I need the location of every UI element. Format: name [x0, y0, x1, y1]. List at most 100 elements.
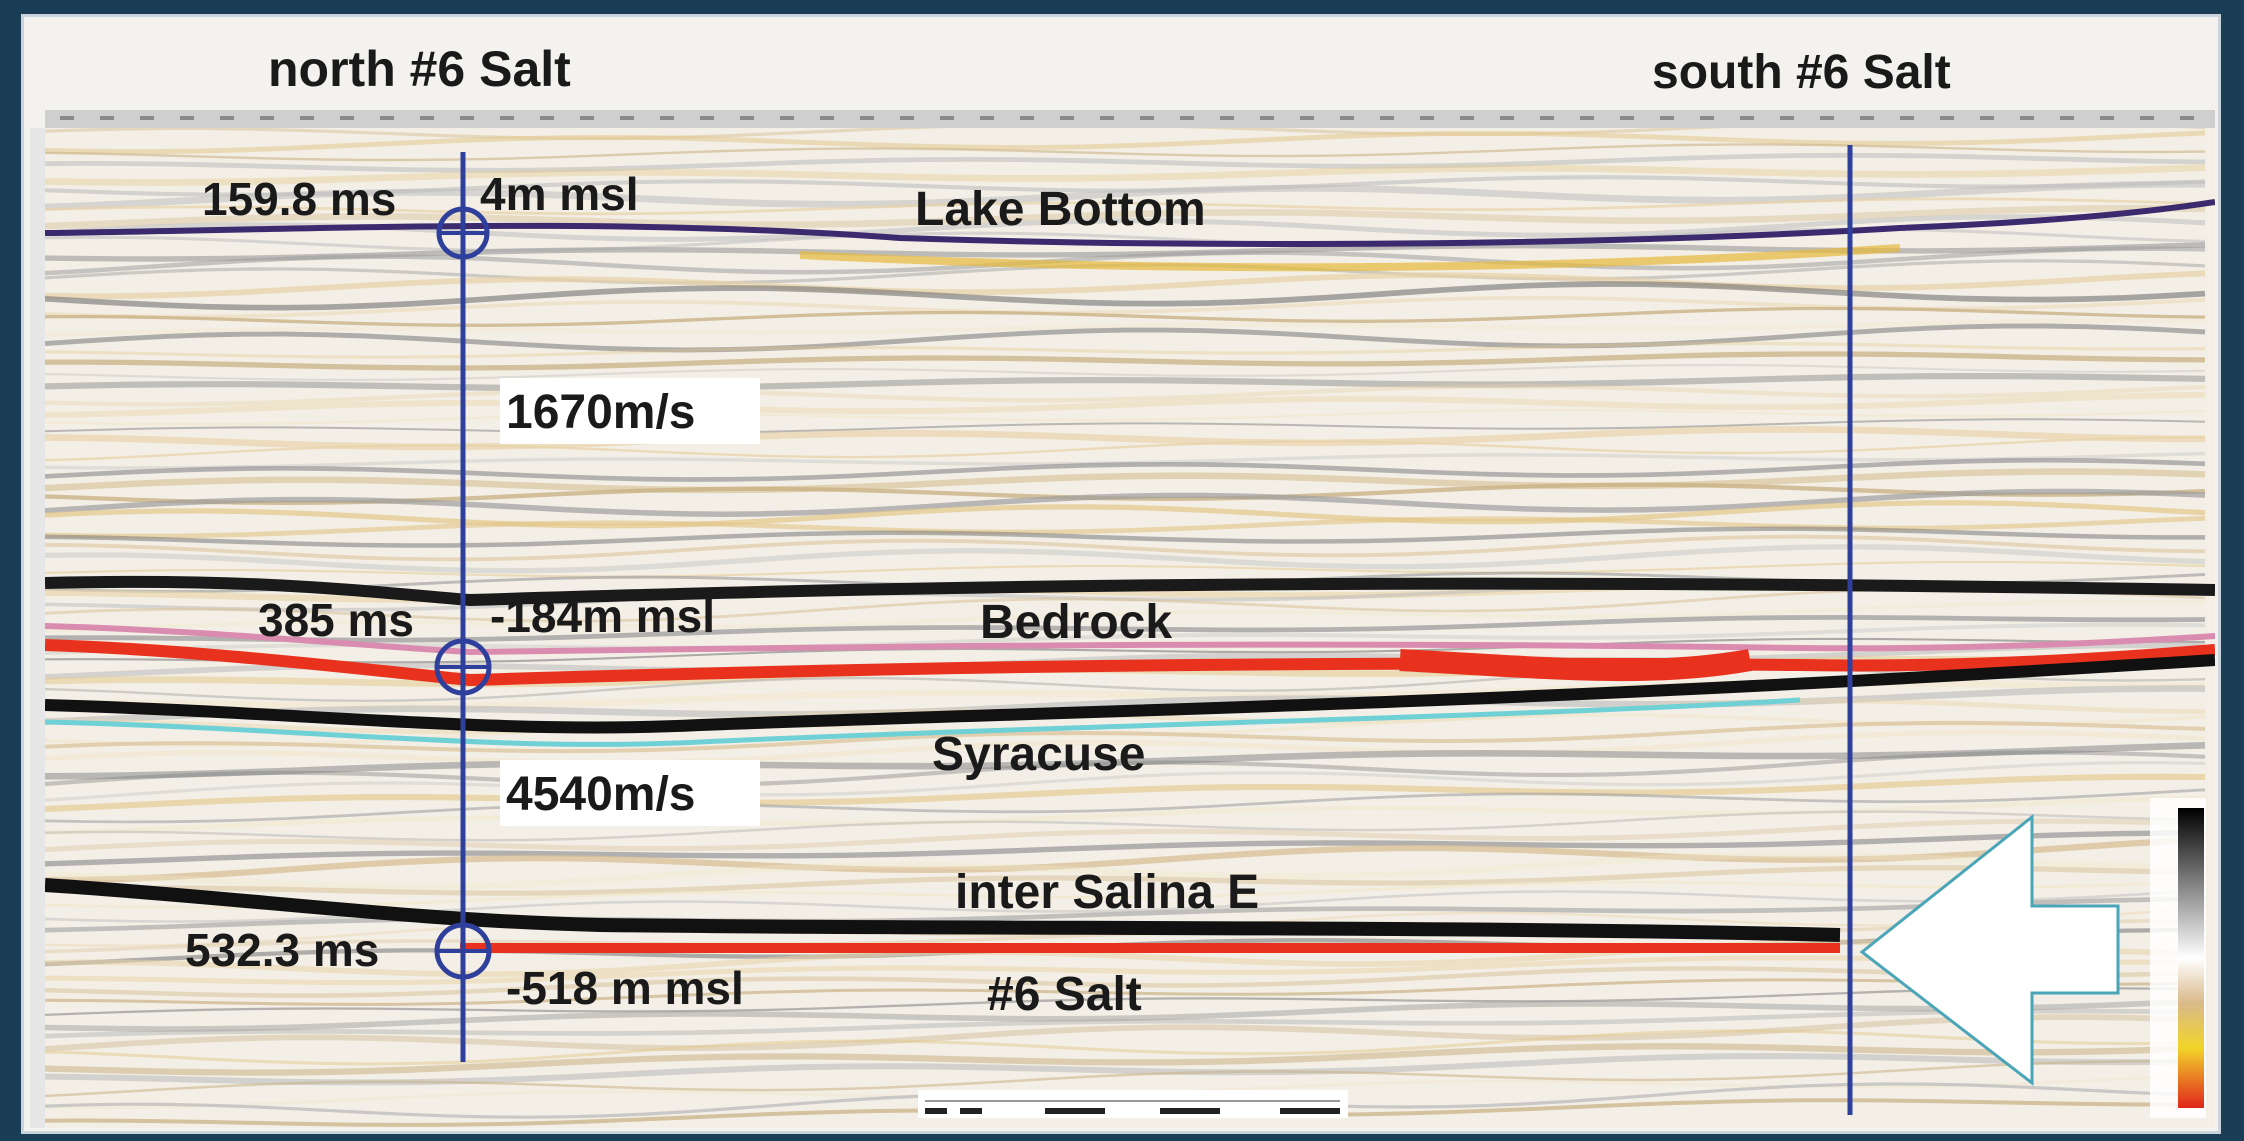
ruler-tick [2180, 116, 2194, 120]
pick-time-bedrock: 385 ms [258, 594, 414, 646]
horizon-syracuse [45, 697, 1801, 747]
reflection-trace [45, 534, 2206, 562]
horizon-label-syracuse: Syracuse [932, 728, 1146, 781]
reflection-trace [45, 795, 2206, 836]
ruler-tick [820, 116, 834, 120]
ruler-tick [620, 116, 634, 120]
ruler-tick [1340, 116, 1354, 120]
reflection-trace [45, 614, 2206, 643]
left-time-scale [30, 128, 45, 1128]
ruler-tick [1300, 116, 1314, 120]
ruler-tick [220, 116, 234, 120]
ruler-tick [1380, 116, 1394, 120]
reflection-trace [45, 600, 2206, 634]
ruler-tick [1940, 116, 1954, 120]
reflection-trace [45, 966, 2206, 998]
reflection-trace [45, 391, 2206, 418]
reflection-trace [45, 560, 2206, 578]
reflection-trace [45, 761, 2206, 802]
reflection-trace [45, 978, 2206, 1006]
reflection-trace [45, 685, 2205, 725]
reflection-trace [45, 197, 2206, 216]
reflection-trace [45, 1043, 2206, 1076]
reflection-trace [45, 281, 2206, 311]
ruler-tick [500, 116, 514, 120]
ruler-tick [1420, 116, 1434, 120]
reflection-trace [45, 341, 2206, 359]
ruler-tick [660, 116, 674, 120]
ruler-tick [2060, 116, 2074, 120]
ruler-tick [980, 116, 994, 120]
ruler-tick [140, 116, 154, 120]
reflection-trace [45, 323, 2206, 353]
well-marker-lake-bottom-icon [436, 206, 490, 260]
pick-depth-lake-bottom: 4m msl [480, 168, 639, 220]
reflection-trace [45, 363, 2206, 381]
reflection-trace [45, 128, 2205, 141]
ruler-tick [340, 116, 354, 120]
reflection-trace [45, 457, 2206, 482]
reflection-trace [45, 143, 2206, 162]
ruler-tick [1060, 116, 1074, 120]
amplitude-color-scale [2150, 798, 2206, 1118]
ruler-tick [740, 116, 754, 120]
reflection-trace [45, 939, 2206, 978]
ruler-tick [2140, 116, 2154, 120]
reflection-trace [45, 729, 2206, 766]
horizon-label-6-salt: #6 Salt [987, 968, 1142, 1021]
ruler-tick [1540, 116, 1554, 120]
ruler-tick [1260, 116, 1274, 120]
pick-time-6-salt: 532.3 ms [185, 924, 379, 976]
south-well-title: south #6 Salt [1652, 46, 1951, 99]
reflection-trace [45, 373, 2206, 392]
reflection-trace [45, 468, 2206, 494]
reflection-trace [45, 270, 2206, 300]
reflection-trace [45, 642, 2206, 680]
reflection-trace [45, 418, 2206, 434]
ruler-ticks [60, 116, 2194, 120]
reflection-trace [45, 865, 2206, 896]
reflection-trace [45, 351, 2206, 371]
reflection-trace [45, 773, 2206, 813]
reflection-trace [45, 880, 2206, 909]
horizon-label-lake-bottom: Lake Bottom [915, 183, 1206, 236]
reflection-trace [45, 987, 2206, 1017]
ruler-tick [860, 116, 874, 120]
well-marker-bedrock-icon [434, 638, 492, 696]
reflection-trace [45, 246, 2206, 276]
ruler-tick [1740, 116, 1754, 120]
ruler-tick [380, 116, 394, 120]
ruler-tick [1700, 116, 1714, 120]
reflection-trace [45, 526, 2205, 548]
reflection-trace [45, 500, 2206, 529]
reflection-trace [45, 851, 2206, 891]
ruler-tick [2020, 116, 2034, 120]
reflection-trace [45, 384, 2206, 407]
ruler-tick [460, 116, 474, 120]
ruler-tick [1220, 116, 1234, 120]
ruler-tick [780, 116, 794, 120]
ruler-tick [1620, 116, 1634, 120]
well-marker-6-salt-icon [434, 922, 492, 980]
reflection-trace [45, 1008, 2206, 1039]
ruler-tick [700, 116, 714, 120]
horizon-bedrock [45, 623, 2215, 656]
ruler-tick [1980, 116, 1994, 120]
reflection-trace [45, 488, 2206, 517]
reflection-trace [45, 955, 2206, 986]
velocity-label-bg-2 [500, 760, 760, 826]
ruler-tick [100, 116, 114, 120]
ruler-tick [940, 116, 954, 120]
horizon-label-inter-salina-e: inter Salina E [955, 866, 1259, 919]
ruler-tick [1020, 116, 1034, 120]
ruler-tick [1580, 116, 1594, 120]
ruler-tick [1900, 116, 1914, 120]
ruler-tick [1860, 116, 1874, 120]
velocity-label-upper: 1670m/s [506, 386, 696, 439]
reflection-trace [45, 1029, 2206, 1066]
ruler-tick [260, 116, 274, 120]
ruler-tick [580, 116, 594, 120]
ruler-tick [1460, 116, 1474, 120]
horizon-lake-bottom [45, 199, 2215, 247]
